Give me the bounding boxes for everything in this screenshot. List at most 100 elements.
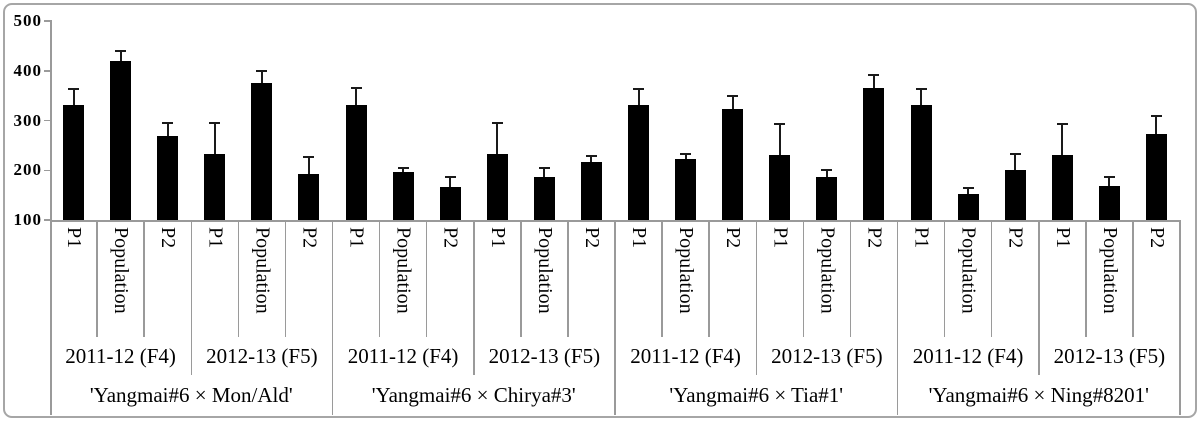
error-bar-whisker [872,75,875,89]
bar [157,136,179,220]
bar [863,88,885,220]
y-tick-label: 300 [13,110,42,130]
error-bar-whisker [637,88,640,105]
error-bar-cap [1150,114,1162,117]
category-label: Population [957,227,980,314]
category-label: P2 [1004,227,1027,249]
error-bar-cap [491,122,503,125]
y-tick-label: 400 [13,60,42,80]
category-divider [284,220,287,337]
cross-label: 'Yangmai#6 × Ning#8201' [928,382,1149,407]
category-divider [331,220,334,415]
error-bar-cap [727,95,739,98]
error-bar-whisker [119,51,122,61]
error-bar-cap [538,167,550,170]
error-bar-cap [1056,122,1068,125]
category-label: P2 [157,227,180,249]
y-axis-tick [44,119,52,122]
error-bar-whisker [260,70,263,84]
bar [580,161,602,220]
error-bar-cap [821,169,833,172]
category-label: P1 [204,227,227,249]
category-divider [755,220,757,375]
category-divider [1085,220,1087,337]
category-label: Population [816,227,839,314]
category-divider [237,220,240,337]
error-bar-whisker [1155,115,1158,134]
year-label: 2012-13 (F5) [1053,343,1166,368]
category-divider [190,220,192,375]
y-tick-label: 100 [13,210,42,229]
error-bar-whisker [72,89,75,106]
error-bar-cap [680,152,692,155]
year-label: 2011-12 (F4) [630,343,741,368]
error-bar-cap [1009,153,1021,156]
year-label: 2012-13 (F5) [771,343,883,368]
category-label: P2 [439,227,462,249]
category-label: P2 [580,227,603,249]
bar [1051,154,1073,220]
category-label: P2 [1145,227,1168,249]
bar [816,177,838,220]
error-bar-whisker [967,187,970,195]
year-label: 2011-12 (F4) [347,343,459,368]
error-bar-whisker [920,88,923,106]
category-divider [990,220,993,337]
error-bar-cap [162,122,174,125]
error-bar-whisker [213,123,216,155]
bar [533,176,555,220]
category-divider [943,220,946,337]
error-bar-whisker [543,168,546,177]
year-label: 2011-12 (F4) [912,343,1024,368]
year-label: 2012-13 (F5) [488,343,601,368]
error-bar-whisker [1014,154,1017,171]
category-divider [614,220,616,415]
category-label: P2 [863,227,886,249]
error-bar-cap [397,166,409,169]
bar [345,104,367,220]
error-bar-cap [350,87,362,90]
category-label: P1 [63,227,86,249]
bar [675,158,697,220]
error-bar-cap [303,156,315,159]
year-label: 2012-13 (F5) [206,343,318,368]
error-bar-whisker [449,177,452,188]
category-divider [849,220,852,337]
error-bar-cap [444,176,456,179]
category-divider [473,220,475,375]
category-divider [708,220,710,337]
error-bar-whisker [684,153,687,159]
error-bar-cap [774,122,786,125]
bar [1145,133,1167,220]
category-label: P2 [298,227,321,249]
category-divider [661,220,663,337]
error-bar-whisker [731,96,734,109]
category-label: P2 [722,227,745,249]
error-bar-whisker [307,157,310,175]
error-bar-cap [868,74,880,77]
bar [204,154,226,220]
error-bar-whisker [1108,177,1111,187]
bar [1098,186,1120,220]
error-bar-whisker [778,123,781,155]
bar [63,105,85,220]
category-divider [1132,220,1134,337]
cross-label: 'Yangmai#6 × Mon/Ald' [89,382,293,407]
category-label: P1 [910,227,933,249]
category-label: Population [1098,227,1121,314]
bar [486,154,508,220]
error-bar-cap [633,87,645,90]
category-divider [425,220,428,337]
y-axis-tick [44,169,52,171]
category-label: P1 [345,227,368,249]
bar [110,60,132,220]
y-axis-line [50,21,52,415]
bar [910,105,932,220]
category-label: Population [675,227,698,314]
category-label: Population [392,227,415,314]
bar [392,172,414,220]
error-bar-cap [209,122,221,125]
category-divider [802,220,805,337]
